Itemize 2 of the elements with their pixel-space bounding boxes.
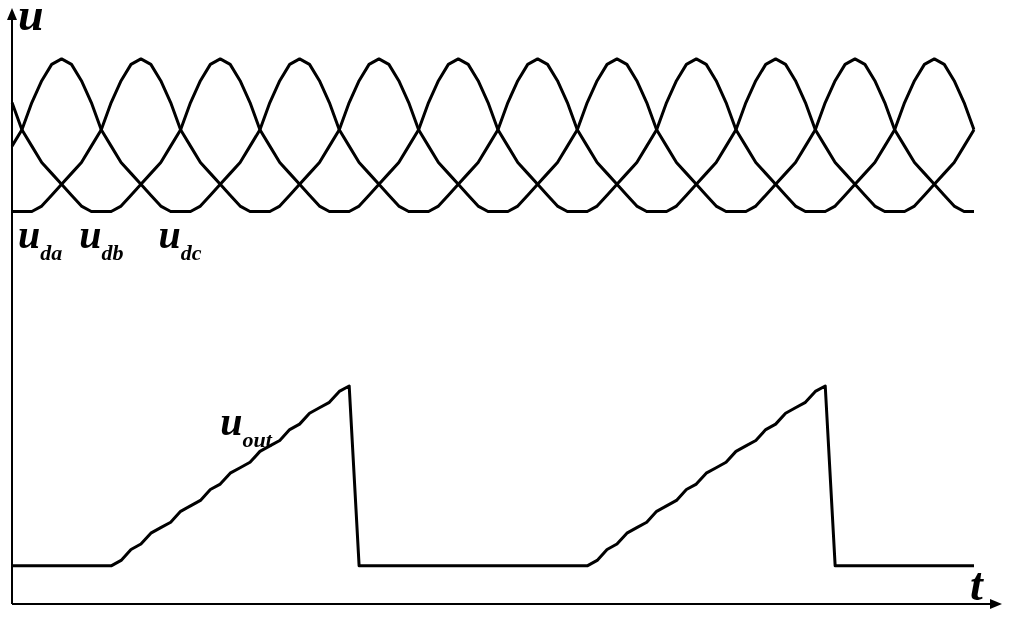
y-axis-title: u: [18, 0, 44, 40]
x-axis-title: t: [970, 559, 984, 610]
